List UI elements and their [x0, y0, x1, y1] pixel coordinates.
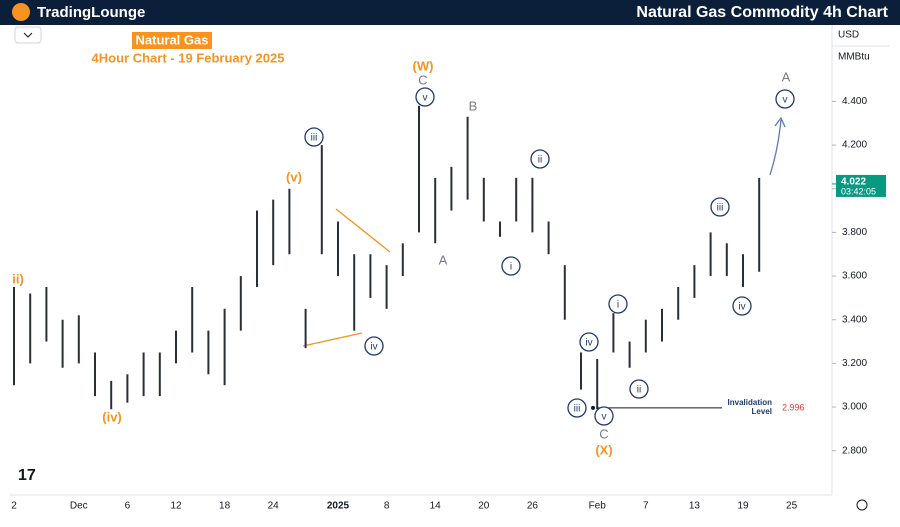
chart-subtitle: 4Hour Chart - 19 February 2025 — [92, 50, 285, 65]
wave-circle — [567, 398, 587, 418]
wave-circle — [530, 149, 550, 169]
x-tick-label: 26 — [527, 501, 539, 512]
x-tick-label: 14 — [430, 501, 442, 512]
logo: TradingLounge — [37, 4, 145, 21]
x-tick-label: 8 — [384, 501, 390, 512]
wave-label: v — [602, 412, 607, 423]
header-bar — [0, 0, 900, 25]
wave-label: iii — [574, 404, 581, 415]
wave-label: v — [783, 95, 788, 106]
x-tick-label: 20 — [478, 501, 490, 512]
wave-label: (W) — [413, 58, 434, 73]
chevron — [23, 32, 33, 38]
x-tick-label: 2 — [11, 501, 17, 512]
wave-label: v — [423, 93, 428, 104]
wave-circle — [304, 127, 324, 147]
tv-logo: 17 — [18, 467, 36, 484]
y-tick-label: 2.800 — [842, 445, 867, 456]
menu-button[interactable] — [14, 26, 42, 44]
wave-label: (iv) — [102, 409, 122, 424]
y-tick-label: 4.400 — [842, 96, 867, 107]
wave-circle — [501, 256, 521, 276]
wave-label: A — [782, 69, 791, 84]
settings-icon[interactable] — [856, 499, 868, 511]
x-tick-label: 19 — [737, 501, 749, 512]
countdown: 03:42:05 — [841, 186, 876, 196]
y-tick-label: 3.400 — [842, 314, 867, 325]
triangle-lines — [302, 208, 391, 347]
wave-label: ii) — [12, 271, 24, 286]
chart-title: Natural Gas — [136, 32, 209, 47]
wave-label: (v) — [286, 169, 302, 184]
x-tick-label: 25 — [786, 501, 798, 512]
x-tick-label: 18 — [219, 501, 231, 512]
wave-circle — [608, 294, 628, 314]
x-tick-label: 6 — [125, 501, 131, 512]
wave-circle — [775, 89, 795, 109]
y-tick-label: 4.200 — [842, 140, 867, 151]
wave-circle — [594, 406, 614, 426]
y-tick-label: 3.600 — [842, 271, 867, 282]
wave-circle — [629, 379, 649, 399]
x-tick-label: Feb — [589, 501, 607, 512]
wave-label: C — [599, 426, 608, 441]
wave-label: i — [510, 262, 512, 273]
wave-label: iv — [370, 342, 377, 353]
last-price-tag — [836, 174, 886, 197]
wave-circle — [579, 332, 599, 352]
y-tick-label: 3.000 — [842, 402, 867, 413]
x-tick-label: Dec — [70, 501, 88, 512]
wave-label: iii — [717, 203, 724, 214]
logo-icon — [12, 3, 30, 21]
projection-arrow — [769, 116, 786, 176]
wave-label: A — [439, 252, 448, 267]
unit: MMBtu — [838, 52, 870, 63]
wave-label: i — [617, 300, 619, 311]
wave-label: iv — [585, 338, 592, 349]
last-price: 4.022 — [841, 177, 866, 188]
x-tick-label: 7 — [643, 501, 649, 512]
invalidation-value: 2.996 — [782, 402, 805, 412]
currency: USD — [838, 30, 859, 41]
title-box — [132, 32, 212, 49]
y-tick-label: 3.800 — [842, 227, 867, 238]
wave-circle — [710, 197, 730, 217]
wave-label: ii — [637, 385, 641, 396]
wave-circle — [415, 87, 435, 107]
wave-label: B — [469, 98, 478, 113]
x-tick-label: 13 — [689, 501, 701, 512]
x-tick-label: 12 — [170, 501, 182, 512]
wave-label: C — [418, 72, 427, 87]
x-tick-label: 2025 — [327, 501, 350, 512]
wave-label: (X) — [595, 442, 612, 457]
invalidation-dot — [591, 405, 595, 410]
wave-label: iii — [311, 133, 318, 144]
y-tick-label: 3.200 — [842, 358, 867, 369]
wave-label: ii — [538, 155, 542, 166]
wave-circle — [364, 336, 384, 356]
wave-label: iv — [738, 302, 745, 313]
page-title: Natural Gas Commodity 4h Chart — [636, 4, 888, 21]
wave-circle — [732, 296, 752, 316]
x-tick-label: 24 — [268, 501, 280, 512]
invalidation-label: Invalidation Level — [728, 398, 773, 416]
